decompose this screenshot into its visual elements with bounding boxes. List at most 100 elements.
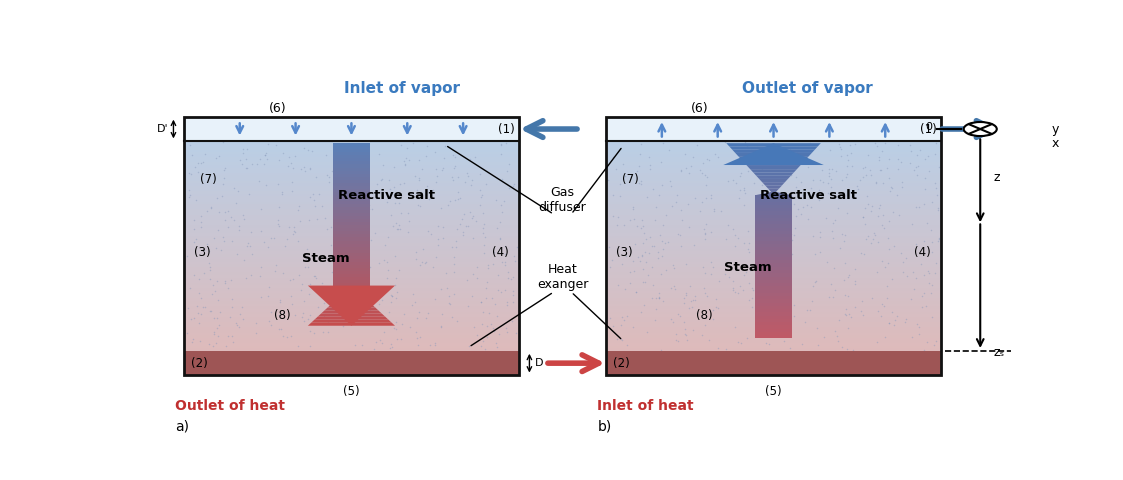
Point <box>355 192 373 199</box>
Point <box>612 335 630 343</box>
Point <box>427 253 445 261</box>
Point <box>301 165 319 172</box>
Text: zₛ: zₛ <box>994 346 1004 359</box>
Point <box>274 332 292 340</box>
Polygon shape <box>334 146 369 149</box>
Point <box>358 142 376 149</box>
Point <box>760 189 778 197</box>
Point <box>857 204 875 212</box>
Point <box>923 313 941 321</box>
Bar <box>184 207 519 209</box>
Polygon shape <box>334 250 369 252</box>
Point <box>879 319 897 326</box>
Bar <box>606 183 941 186</box>
Point <box>848 182 866 190</box>
Bar <box>606 296 941 299</box>
Point <box>471 170 489 178</box>
Point <box>496 261 514 269</box>
Point <box>387 336 405 343</box>
Bar <box>606 241 941 243</box>
Point <box>179 330 197 337</box>
Point <box>485 248 503 256</box>
Point <box>276 242 294 250</box>
Point <box>636 229 654 237</box>
Point <box>182 315 200 323</box>
Point <box>328 217 346 225</box>
Point <box>786 224 804 231</box>
Point <box>363 205 381 213</box>
Point <box>190 289 208 297</box>
Point <box>339 289 357 297</box>
Point <box>341 279 359 287</box>
Bar <box>606 346 941 348</box>
Point <box>334 322 351 329</box>
Point <box>347 191 365 198</box>
Polygon shape <box>755 325 792 328</box>
Point <box>449 195 467 203</box>
Point <box>738 261 756 269</box>
Point <box>267 261 285 269</box>
Point <box>449 174 467 181</box>
Bar <box>184 283 519 286</box>
Point <box>763 282 780 290</box>
Point <box>208 277 226 285</box>
Polygon shape <box>755 254 792 257</box>
Point <box>241 242 259 250</box>
Point <box>400 217 418 225</box>
Point <box>334 165 351 173</box>
Bar <box>184 306 519 309</box>
Point <box>904 268 922 276</box>
Polygon shape <box>334 216 369 219</box>
Point <box>185 238 203 246</box>
Point <box>838 209 856 217</box>
Point <box>836 231 853 239</box>
Point <box>723 144 741 152</box>
Bar <box>184 320 519 322</box>
Point <box>239 240 257 247</box>
Point <box>491 236 509 243</box>
Point <box>684 296 702 304</box>
Bar <box>606 162 941 165</box>
Polygon shape <box>755 257 792 260</box>
Point <box>645 242 663 250</box>
Point <box>484 260 502 268</box>
Point <box>382 291 400 299</box>
Point <box>764 319 782 327</box>
Point <box>207 154 225 162</box>
Point <box>208 324 226 332</box>
Point <box>736 156 754 163</box>
Bar <box>606 152 941 155</box>
Point <box>766 312 784 320</box>
Point <box>838 162 856 170</box>
Point <box>710 154 728 161</box>
Point <box>879 319 897 326</box>
Point <box>731 187 749 194</box>
Point <box>847 277 865 285</box>
Point <box>271 298 289 306</box>
Point <box>340 219 358 227</box>
Point <box>856 220 874 228</box>
Point <box>189 168 207 176</box>
Point <box>675 299 693 307</box>
Point <box>259 317 277 325</box>
Bar <box>184 340 519 343</box>
Polygon shape <box>338 295 365 299</box>
Polygon shape <box>747 166 800 169</box>
Point <box>500 160 518 168</box>
Point <box>462 181 480 189</box>
Point <box>248 160 266 168</box>
Bar <box>184 191 519 194</box>
Point <box>837 291 855 299</box>
Bar <box>184 290 519 293</box>
Point <box>384 222 402 229</box>
Point <box>851 176 869 183</box>
Point <box>766 179 784 187</box>
Point <box>738 142 756 150</box>
Point <box>929 206 947 214</box>
Point <box>734 240 752 247</box>
Point <box>230 222 248 230</box>
Polygon shape <box>334 259 369 262</box>
Point <box>682 162 700 170</box>
Point <box>408 248 426 256</box>
Point <box>405 299 423 306</box>
